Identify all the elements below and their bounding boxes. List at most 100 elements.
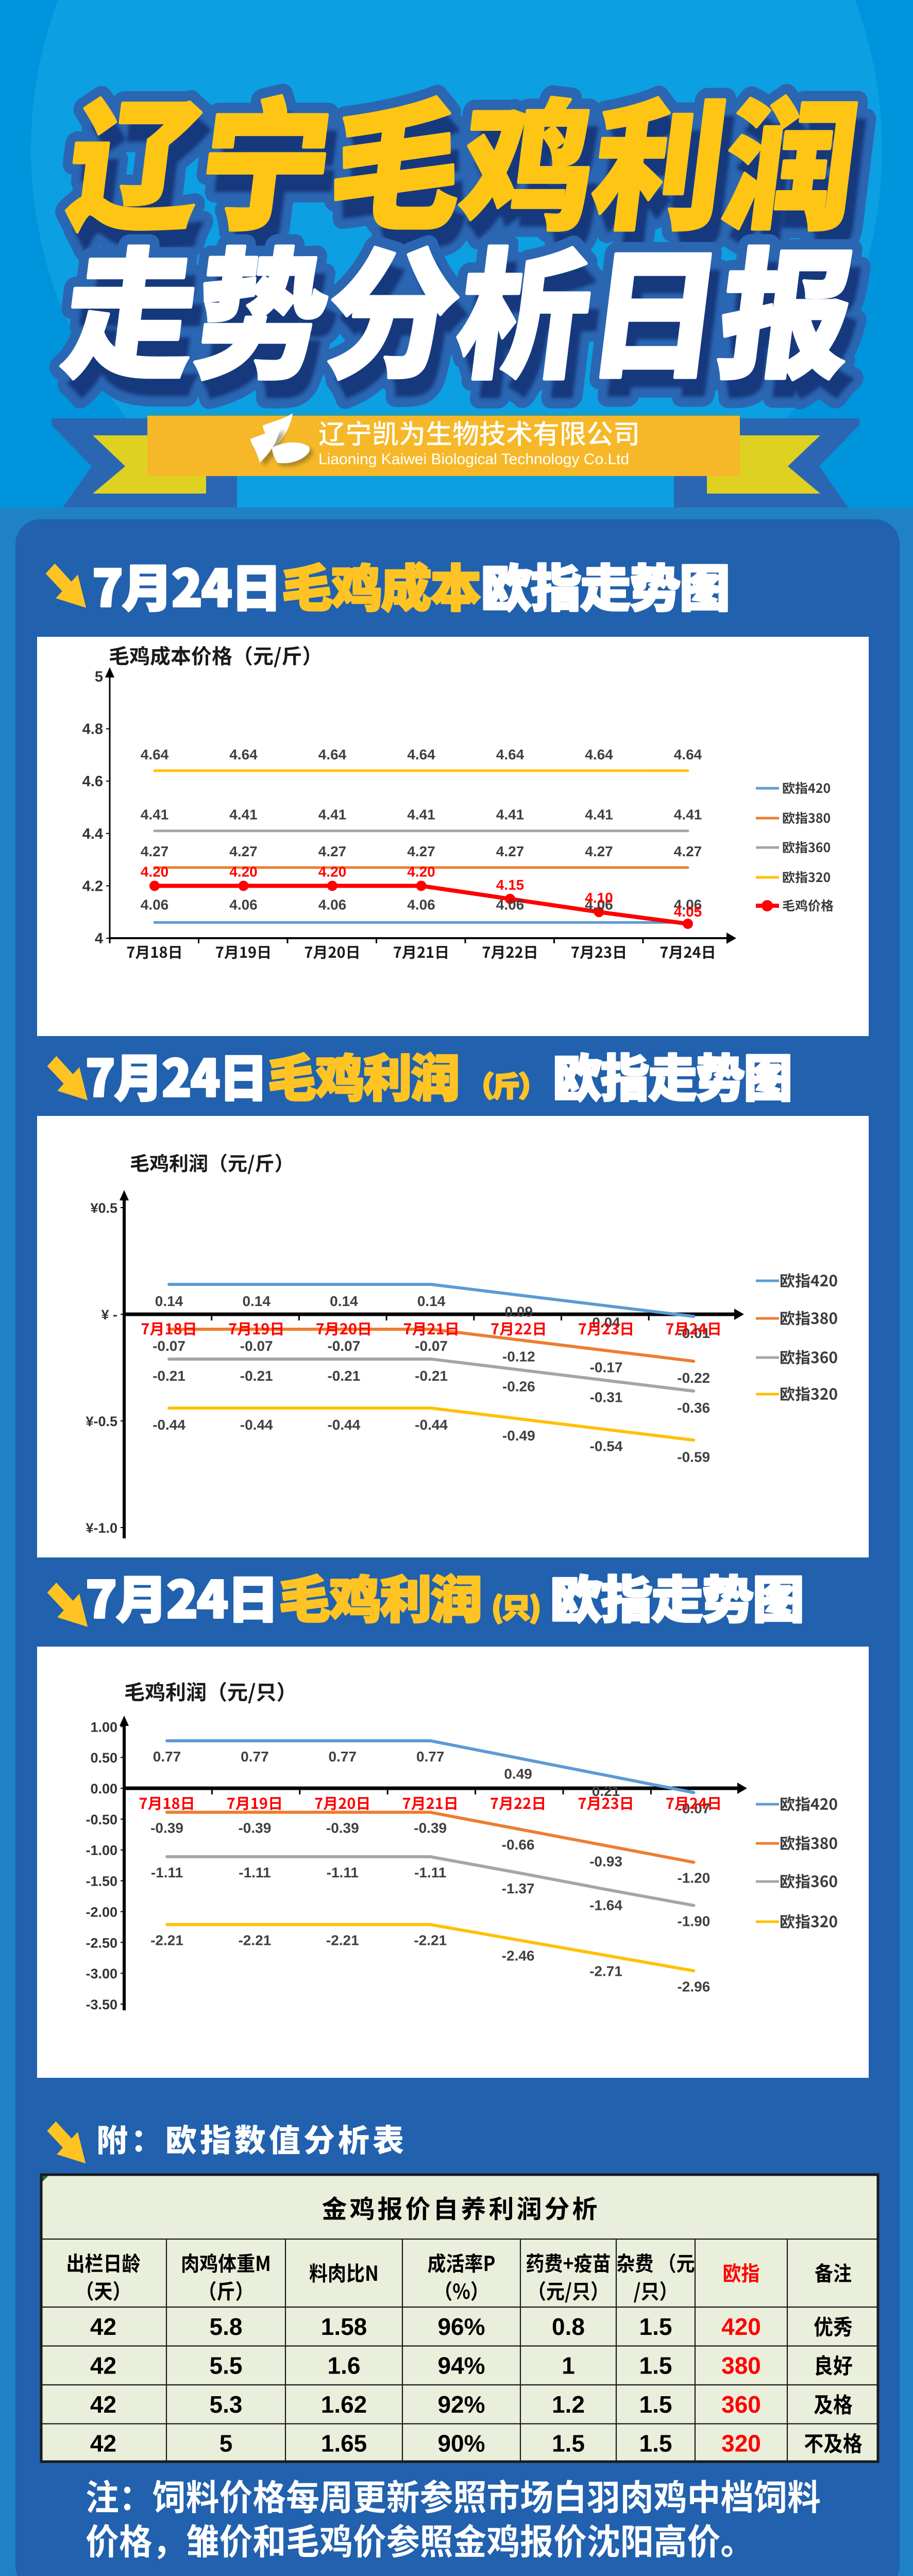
svg-text:-2.00: -2.00 (86, 1904, 117, 1920)
svg-text:4.27: 4.27 (229, 843, 258, 859)
svg-text:0.50: 0.50 (90, 1750, 117, 1766)
svg-text:0.77: 0.77 (416, 1749, 445, 1765)
svg-text:-0.07: -0.07 (153, 1338, 185, 1354)
svg-text:-1.11: -1.11 (151, 1865, 183, 1880)
svg-text:1.5: 1.5 (552, 2430, 585, 2456)
svg-text:42: 42 (90, 2313, 116, 2340)
svg-text:-1.37: -1.37 (502, 1880, 535, 1896)
svg-text:-0.21: -0.21 (153, 1368, 185, 1384)
svg-text:1.62: 1.62 (321, 2391, 367, 2418)
svg-text:-0.07: -0.07 (415, 1338, 448, 1354)
svg-text:-2.46: -2.46 (502, 1947, 535, 1963)
svg-text:1.2: 1.2 (552, 2391, 585, 2418)
svg-text:4.05: 4.05 (674, 904, 702, 920)
svg-text:42: 42 (90, 2430, 116, 2456)
svg-text:-1.11: -1.11 (414, 1865, 446, 1880)
svg-text:-0.22: -0.22 (677, 1370, 710, 1386)
svg-text:0.8: 0.8 (552, 2313, 585, 2340)
svg-text:4.64: 4.64 (585, 747, 613, 762)
svg-text:-1.00: -1.00 (86, 1843, 117, 1858)
svg-text:Liaoning Kaiwei Biological Tec: Liaoning Kaiwei Biological Technology Co… (318, 451, 629, 468)
svg-text:4.06: 4.06 (674, 897, 702, 913)
svg-text:1.65: 1.65 (321, 2430, 367, 2456)
svg-text:4.2: 4.2 (82, 878, 103, 894)
svg-text:0.77: 0.77 (241, 1749, 269, 1765)
svg-text:5: 5 (219, 2430, 233, 2456)
svg-text:0.09: 0.09 (505, 1304, 533, 1320)
svg-text:360: 360 (721, 2391, 761, 2418)
svg-text:0.49: 0.49 (504, 1766, 532, 1782)
svg-text:4.41: 4.41 (141, 807, 169, 823)
svg-text:4.27: 4.27 (407, 843, 435, 859)
svg-text:-0.44: -0.44 (327, 1417, 360, 1433)
svg-text:¥-1.0: ¥-1.0 (86, 1520, 117, 1536)
svg-text:-0.44: -0.44 (415, 1417, 448, 1433)
svg-text:-1.11: -1.11 (327, 1865, 359, 1880)
svg-text:94%: 94% (437, 2352, 485, 2379)
svg-text:320: 320 (721, 2430, 761, 2456)
svg-text:4.27: 4.27 (141, 843, 169, 859)
svg-text:-0.59: -0.59 (677, 1449, 710, 1465)
svg-text:4.15: 4.15 (496, 877, 525, 893)
svg-text:4.64: 4.64 (141, 747, 169, 762)
svg-text:-0.12: -0.12 (502, 1349, 535, 1365)
svg-text:-0.93: -0.93 (589, 1853, 622, 1869)
svg-text:-0.49: -0.49 (502, 1428, 535, 1444)
svg-text:4.41: 4.41 (496, 807, 525, 823)
svg-text:0.21: 0.21 (592, 1783, 620, 1799)
svg-text:-0.21: -0.21 (415, 1368, 448, 1384)
svg-text:1.6: 1.6 (328, 2352, 361, 2379)
svg-text:-0.39: -0.39 (150, 1820, 183, 1836)
svg-text:4.27: 4.27 (674, 843, 702, 859)
svg-text:-2.71: -2.71 (589, 1963, 622, 1979)
svg-text:-0.39: -0.39 (326, 1820, 359, 1836)
svg-text:4.6: 4.6 (82, 773, 103, 790)
svg-text:1: 1 (562, 2352, 575, 2379)
svg-text:-2.21: -2.21 (150, 1933, 183, 1948)
svg-text:92%: 92% (437, 2391, 485, 2418)
svg-text:4.20: 4.20 (318, 863, 347, 879)
svg-text:4.27: 4.27 (318, 843, 347, 859)
svg-text:-1.11: -1.11 (239, 1865, 270, 1880)
svg-text:-3.50: -3.50 (86, 1997, 117, 2012)
svg-text:4.06: 4.06 (407, 897, 435, 913)
svg-text:42: 42 (90, 2352, 116, 2379)
svg-text:¥ -: ¥ - (101, 1307, 117, 1323)
svg-text:-0.44: -0.44 (240, 1417, 273, 1433)
svg-text:90%: 90% (437, 2430, 485, 2456)
svg-text:-0.66: -0.66 (502, 1837, 535, 1853)
svg-text:-2.21: -2.21 (238, 1933, 271, 1948)
svg-text:1.5: 1.5 (639, 2352, 672, 2379)
svg-text:0.14: 0.14 (330, 1293, 358, 1309)
svg-text:-0.07: -0.07 (240, 1338, 273, 1354)
svg-text:¥-0.5: ¥-0.5 (86, 1414, 117, 1429)
svg-text:0.77: 0.77 (153, 1749, 181, 1765)
svg-text:-0.54: -0.54 (590, 1438, 623, 1454)
svg-text:-0.39: -0.39 (238, 1820, 271, 1836)
svg-text:4.06: 4.06 (141, 897, 169, 913)
svg-text:5.3: 5.3 (210, 2391, 243, 2418)
svg-text:4.10: 4.10 (585, 890, 613, 906)
svg-text:0.77: 0.77 (329, 1749, 357, 1765)
svg-text:4.64: 4.64 (318, 747, 347, 762)
svg-text:-2.21: -2.21 (414, 1933, 447, 1948)
svg-text:4.64: 4.64 (674, 747, 702, 762)
svg-text:-1.50: -1.50 (86, 1874, 117, 1889)
svg-text:4.41: 4.41 (585, 807, 613, 823)
svg-text:-0.44: -0.44 (153, 1417, 185, 1433)
svg-text:4.64: 4.64 (407, 747, 435, 762)
svg-text:0.14: 0.14 (242, 1293, 270, 1309)
svg-text:-0.21: -0.21 (327, 1368, 360, 1384)
svg-text:4.06: 4.06 (318, 897, 347, 913)
svg-text:4.8: 4.8 (82, 721, 103, 738)
svg-text:1.5: 1.5 (639, 2430, 672, 2456)
svg-text:-2.96: -2.96 (677, 1978, 710, 1994)
svg-text:4.41: 4.41 (229, 807, 258, 823)
svg-text:-0.07: -0.07 (327, 1338, 360, 1354)
svg-text:42: 42 (90, 2391, 116, 2418)
svg-text:-2.21: -2.21 (326, 1933, 359, 1948)
svg-text:4.41: 4.41 (318, 807, 347, 823)
svg-text:-0.50: -0.50 (86, 1812, 117, 1827)
svg-text:4.20: 4.20 (407, 863, 435, 879)
svg-text:4.4: 4.4 (82, 826, 103, 842)
